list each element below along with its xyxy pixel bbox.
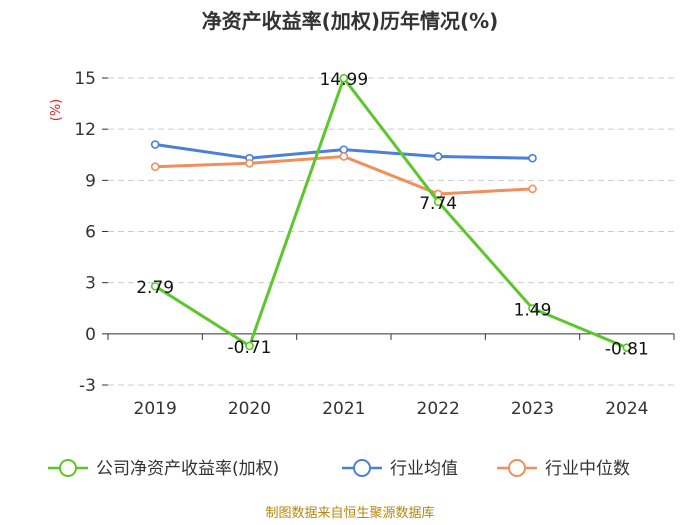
x-tick-label: 2023 <box>511 399 554 419</box>
legend-label: 行业均值 <box>390 459 458 479</box>
axes: -3 0 3 6 9 12 15 2019 2020 2021 2022 2023 2024 <box>74 69 675 419</box>
source-note: 制图数据来自恒生聚源数据库 <box>265 505 434 521</box>
data-label: 7.74 <box>419 194 457 214</box>
data-point <box>622 343 632 352</box>
series-lines <box>150 73 632 352</box>
y-tick-label: 15 <box>74 69 96 89</box>
data-point <box>245 341 254 351</box>
data-point <box>339 73 349 83</box>
data-label: 1.49 <box>514 300 552 320</box>
y-tick-label: 0 <box>85 325 96 345</box>
series-line <box>155 155 533 196</box>
data-label: -0.71 <box>228 338 272 358</box>
y-tick-label: 6 <box>85 223 96 243</box>
data-label: -0.81 <box>605 340 649 360</box>
legend-marker <box>508 459 526 477</box>
legend-label: 行业中位数 <box>545 459 630 479</box>
data-point <box>339 152 349 161</box>
data-point <box>433 189 443 199</box>
legend-item: 行业中位数 <box>497 459 630 479</box>
chart-title: 净资产收益率(加权)历年情况(%) <box>202 9 499 33</box>
y-tick-label: 3 <box>85 274 96 294</box>
legend-marker <box>59 459 77 477</box>
gridlines <box>108 77 674 386</box>
y-tick-label: 9 <box>85 171 96 191</box>
data-label: 14.99 <box>319 70 368 90</box>
data-point <box>150 281 160 291</box>
y-tick-label: -3 <box>79 376 96 396</box>
y-tick-label: 12 <box>74 120 96 140</box>
data-point <box>433 197 443 207</box>
data-labels: 2.79 -0.71 14.99 7.74 1.49 -0.81 <box>136 70 649 359</box>
legend-label: 公司净资产收益率(加权) <box>96 459 279 479</box>
series-line <box>154 76 628 349</box>
data-label: 2.79 <box>136 278 174 298</box>
data-point <box>528 304 537 313</box>
x-tick-label: 2019 <box>134 399 177 419</box>
legend-item: 公司净资产收益率(加权) <box>48 459 279 479</box>
x-tick-label: 2020 <box>228 399 271 419</box>
data-point <box>528 184 537 194</box>
legend-marker <box>353 459 371 477</box>
x-tick-label: 2022 <box>417 399 460 419</box>
y-axis-label: (%) <box>49 99 64 122</box>
data-point <box>433 152 443 161</box>
x-tick-label: 2024 <box>605 399 648 419</box>
legend: 公司净资产收益率(加权) 行业均值 行业中位数 <box>48 459 630 479</box>
data-point <box>339 145 349 154</box>
x-tick-label: 2021 <box>322 399 365 419</box>
data-point <box>528 153 537 163</box>
legend-item: 行业均值 <box>342 459 458 479</box>
data-point <box>150 140 160 149</box>
data-point <box>245 158 254 168</box>
data-point <box>150 162 160 171</box>
